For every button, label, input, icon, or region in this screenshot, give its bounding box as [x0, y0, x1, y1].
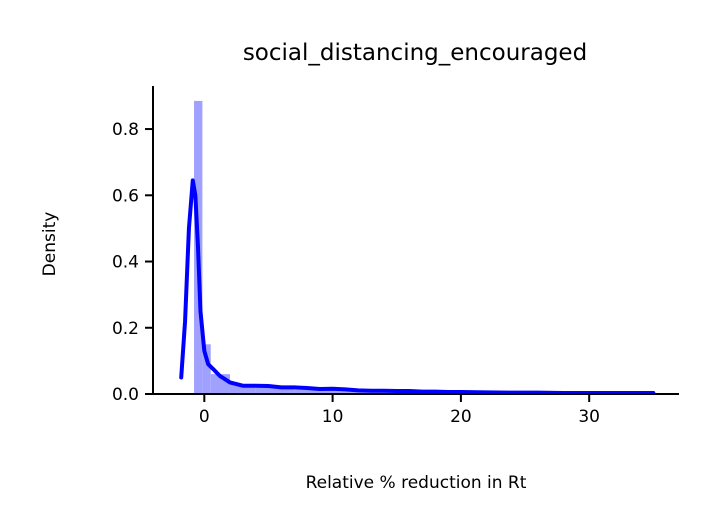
kde-line — [179, 178, 656, 396]
y-tick-label: 0.6 — [112, 186, 139, 206]
x-tick-label: 20 — [450, 407, 472, 427]
histogram-layer — [194, 100, 654, 394]
histogram-bar — [202, 344, 211, 394]
x-tick-label: 30 — [578, 407, 600, 427]
x-axis-ticks: 0 10 20 30 — [199, 394, 600, 427]
histogram-bar — [229, 384, 256, 394]
kde-layer — [179, 178, 656, 396]
y-axis-ticks: 0.0 0.2 0.4 0.6 0.8 — [112, 120, 153, 405]
x-axis-label: Relative % reduction in Rt — [306, 473, 527, 493]
y-tick-label: 0.0 — [112, 385, 139, 405]
chart-title: social_distancing_encouraged — [243, 40, 587, 66]
histogram-bar — [294, 389, 346, 394]
histogram-bar — [255, 387, 295, 394]
y-axis-label: Density — [40, 212, 60, 277]
x-tick-label: 0 — [199, 407, 210, 427]
y-tick-label: 0.4 — [112, 253, 139, 273]
y-tick-label: 0.8 — [112, 120, 139, 140]
x-tick-label: 10 — [322, 407, 344, 427]
y-tick-label: 0.2 — [112, 319, 139, 339]
